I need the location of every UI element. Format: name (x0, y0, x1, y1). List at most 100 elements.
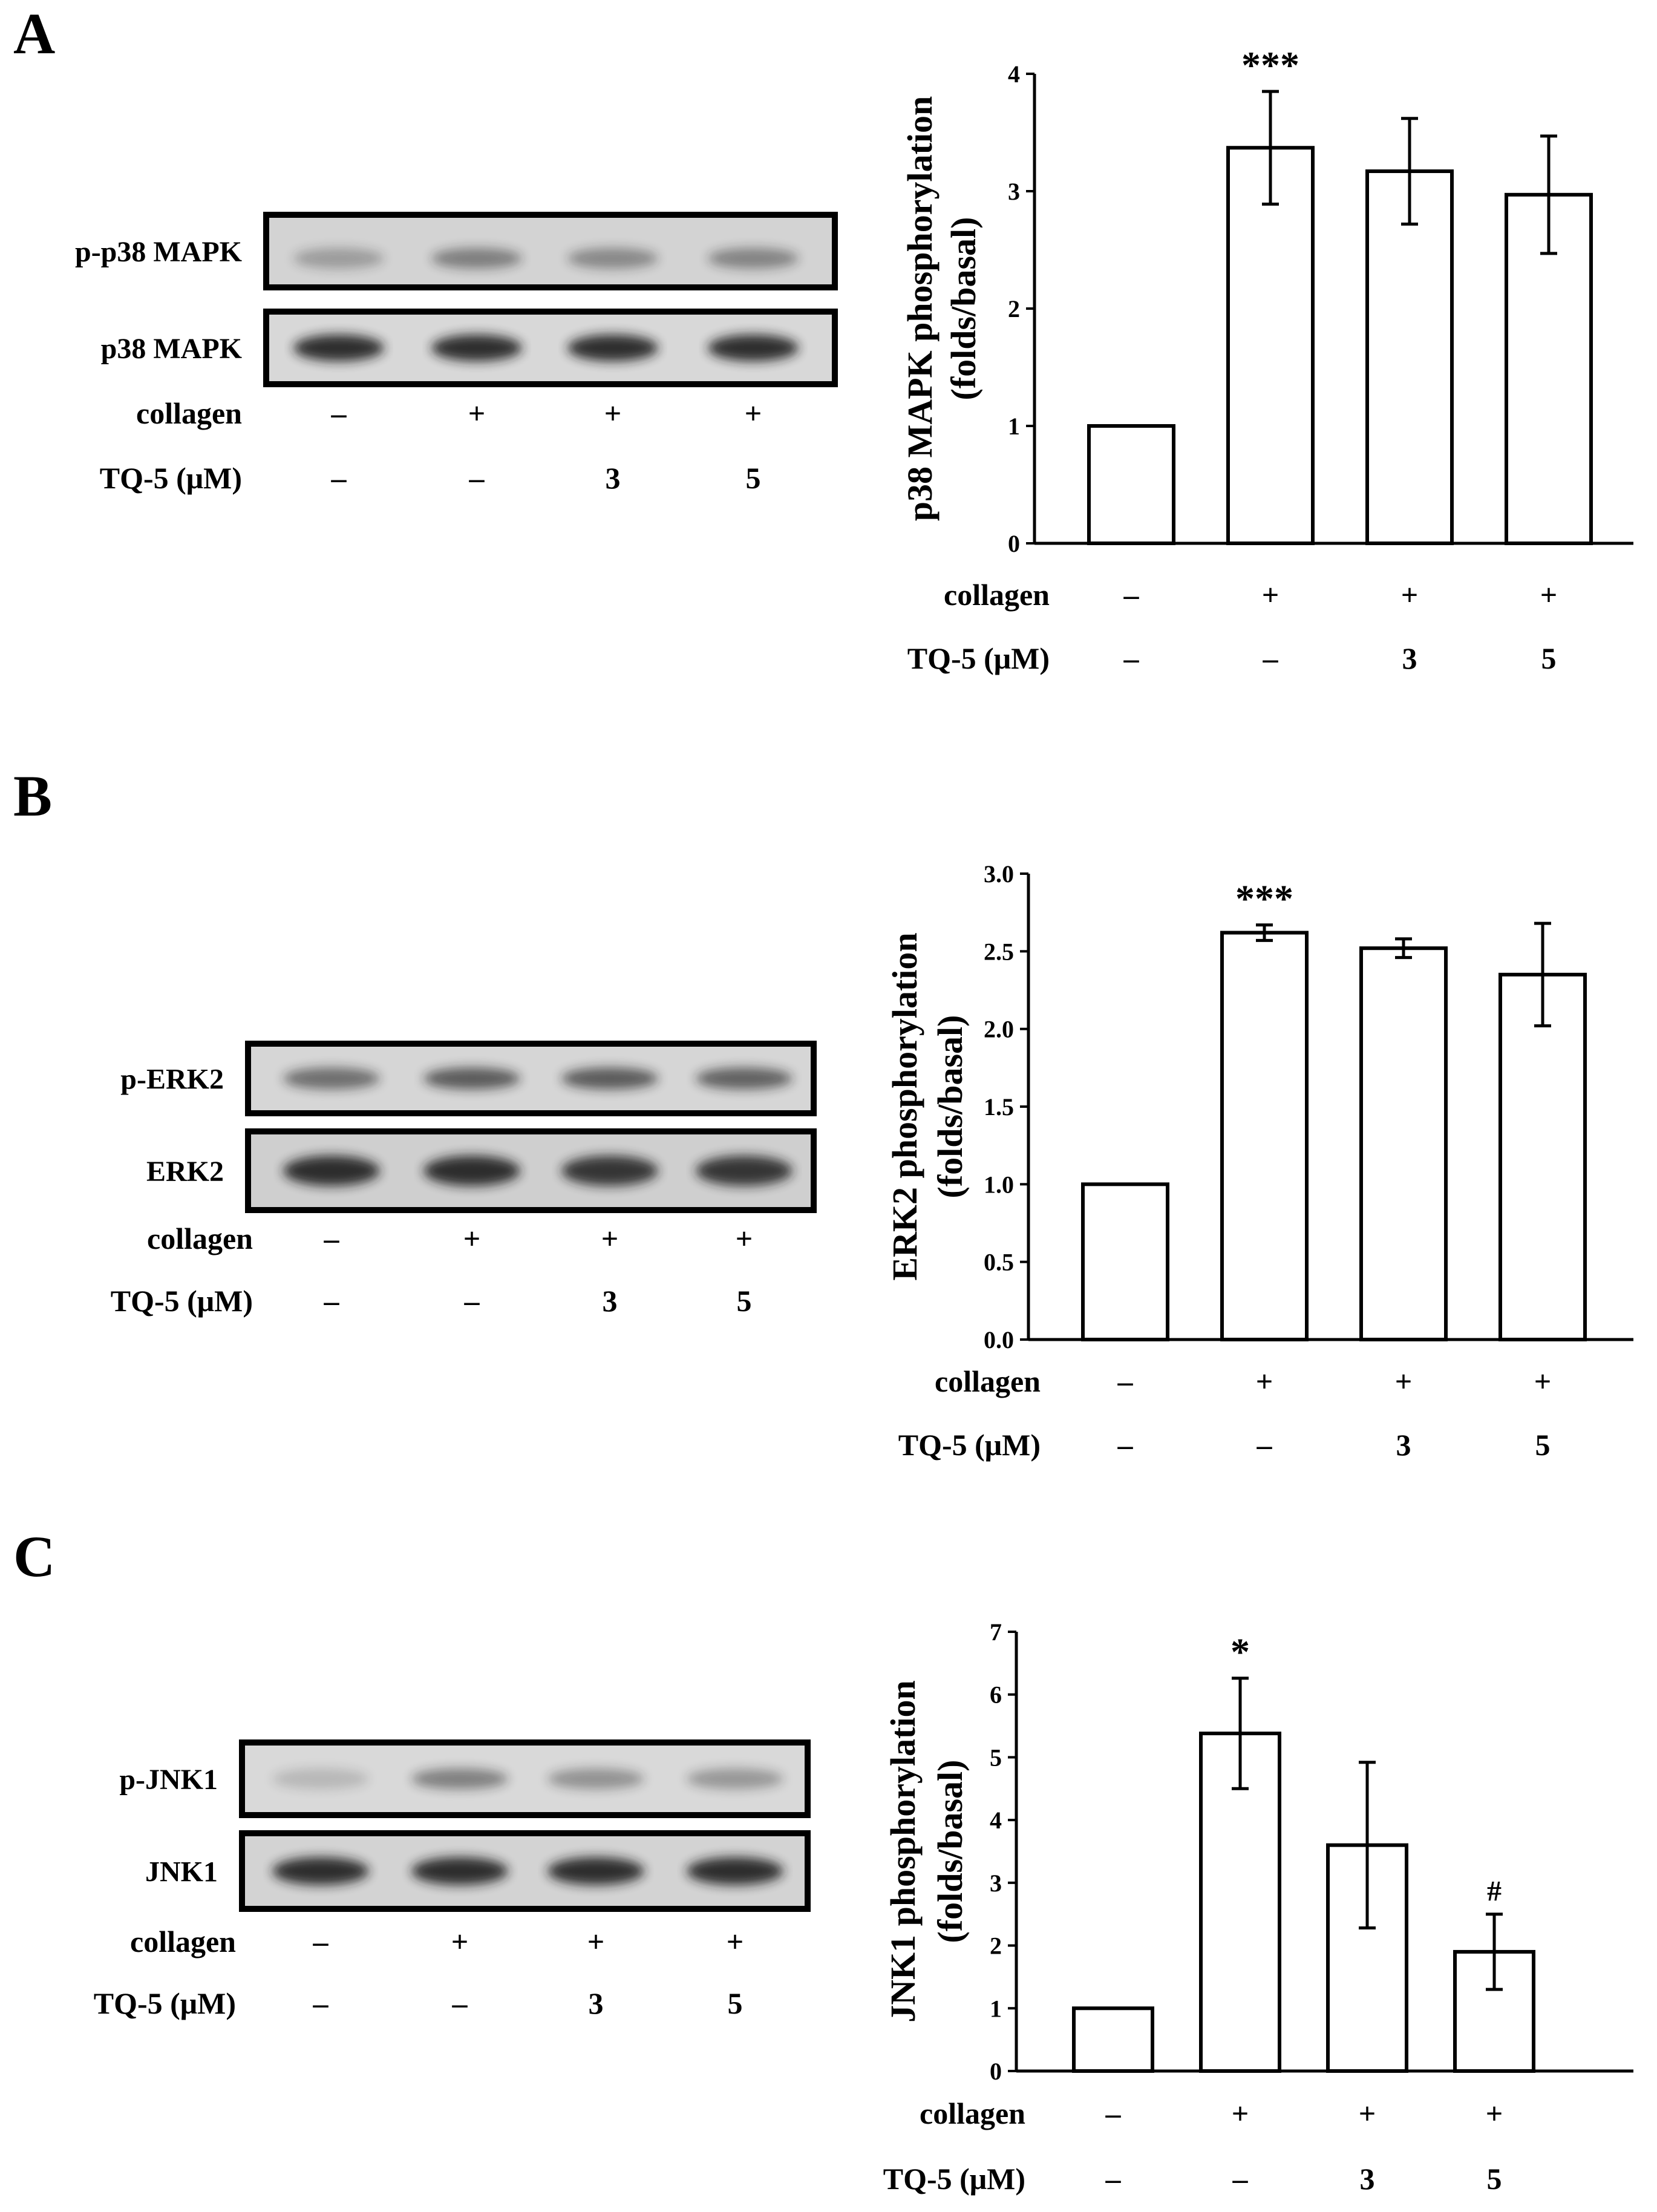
y-tick-label: 3 (1008, 178, 1020, 205)
condition-value: – (1105, 2162, 1122, 2196)
y-axis-label: JNK1 phosphorylation (883, 1680, 923, 2023)
blot-band (411, 1857, 508, 1885)
condition-value: 3 (1396, 1428, 1411, 1462)
condition-value: + (727, 1925, 744, 1958)
y-tick-label: 1 (1008, 413, 1020, 440)
error-bar (1540, 134, 1557, 255)
condition-value: – (1123, 578, 1140, 612)
blot-row: p-p38 MAPK (75, 212, 838, 290)
y-tick-label: 2.5 (984, 938, 1014, 965)
y-axis-label: p38 MAPK phosphorylation (900, 96, 940, 522)
blot-row-label: p-p38 MAPK (75, 236, 242, 268)
condition-value: + (601, 1222, 619, 1255)
western-blot: p-p38 MAPK p38 MAPK collagen – + + + TQ-5 (μM) –… (75, 212, 838, 495)
bar (1081, 1182, 1169, 1342)
bar (1087, 424, 1175, 545)
condition-value: – (464, 1284, 480, 1318)
condition-label: collagen (920, 2096, 1025, 2130)
y-tick-label: 2.0 (984, 1016, 1014, 1043)
condition-value: + (1534, 1364, 1552, 1398)
blot-band (272, 1769, 369, 1789)
western-blot: p-ERK2 ERK2 collagen – + + + TQ-5 (μM) – – 3 5 (111, 1041, 817, 1318)
y-tick-label: 3.0 (984, 860, 1014, 888)
panel-c: Cp-JNK1 JNK1 collagen – + + + TQ-5 (μM) – – 3 5 0 1 2 3… (13, 1524, 1633, 2196)
condition-label: collagen (130, 1925, 236, 1958)
y-tick-label: 1.5 (984, 1093, 1014, 1121)
y-tick-label: 7 (990, 1618, 1002, 1646)
blot-band (283, 1156, 380, 1186)
blot-row: JNK1 (145, 1830, 811, 1912)
bar-chart: 0 1 2 3 4 5 6 7 JNK1 phosphorylation (folds/basal… (883, 1618, 1633, 2196)
blot-row-label: JNK1 (145, 1856, 218, 1888)
condition-value: – (313, 1986, 329, 2020)
condition-label: collagen (136, 396, 242, 430)
condition-value: – (324, 1284, 340, 1318)
condition-value: + (1256, 1364, 1273, 1398)
y-tick-label: 1 (990, 1995, 1002, 2022)
y-tick-label: 0 (990, 2058, 1002, 2085)
condition-value: – (1232, 2162, 1249, 2196)
bar (1226, 146, 1315, 546)
blot-band (547, 1857, 644, 1885)
condition-value: 3 (603, 1284, 618, 1318)
y-tick-label: 4 (1008, 61, 1020, 88)
condition-value: – (469, 461, 485, 495)
blot-band (423, 1156, 520, 1186)
error-bar (1486, 1913, 1503, 1991)
blot-band (567, 335, 658, 361)
blot-band (687, 1769, 783, 1789)
y-axis-label: (folds/basal) (930, 1760, 970, 1943)
significance-mark: * (1230, 1631, 1250, 1674)
condition-value: 5 (728, 1986, 743, 2020)
condition-value: 5 (1487, 2162, 1502, 2196)
condition-value: + (463, 1222, 481, 1255)
condition-value: + (604, 396, 622, 430)
blot-band (547, 1769, 644, 1789)
blot-band (708, 248, 799, 269)
error-bar (1232, 1677, 1249, 1790)
blot-band (431, 335, 522, 361)
error-bar (1534, 921, 1551, 1028)
western-blot: p-JNK1 JNK1 collagen – + + + TQ-5 (μM) – – 3 5 (94, 1739, 811, 2020)
blot-row-label: ERK2 (146, 1156, 224, 1188)
condition-value: + (736, 1222, 753, 1255)
condition-value: – (1117, 1364, 1134, 1398)
significance-mark: *** (1241, 44, 1299, 87)
condition-value: + (587, 1925, 605, 1958)
condition-value: + (1395, 1364, 1413, 1398)
condition-value: – (1117, 1428, 1134, 1462)
condition-value: 5 (1541, 641, 1557, 675)
condition-value: + (1262, 578, 1280, 612)
y-tick-label: 0 (1008, 530, 1020, 557)
blot-band (561, 1067, 658, 1090)
blot-band (567, 248, 658, 269)
bar-chart: 0.0 0.5 1.0 1.5 2.0 2.5 3.0 ERK2 phosphorylatio… (885, 860, 1633, 1462)
y-tick-label: 1.0 (984, 1171, 1014, 1198)
condition-value: – (331, 396, 347, 430)
condition-value: + (745, 396, 762, 430)
panel-letter: C (13, 1524, 55, 1589)
blot-row-label: p-ERK2 (120, 1064, 224, 1096)
error-bar (1395, 937, 1412, 960)
y-tick-label: 4 (990, 1807, 1002, 1834)
y-tick-label: 2 (990, 1932, 1002, 1960)
condition-label: collagen (935, 1364, 1041, 1398)
blot-band (411, 1769, 508, 1789)
error-bar (1401, 117, 1418, 226)
condition-label: TQ-5 (μM) (94, 1986, 236, 2020)
y-tick-label: 6 (990, 1681, 1002, 1709)
blot-row: p38 MAPK (101, 309, 838, 387)
blot-row: ERK2 (146, 1128, 817, 1213)
blot-band (696, 1156, 793, 1186)
condition-label: collagen (944, 578, 1050, 612)
panel-a: Ap-p38 MAPK p38 MAPK collagen – + + + TQ-5 (μM)… (13, 1, 1633, 675)
blot-band (708, 335, 799, 361)
blot-band (293, 248, 384, 269)
condition-value: 5 (737, 1284, 752, 1318)
condition-label: TQ-5 (μM) (883, 2162, 1025, 2196)
condition-value: 5 (1535, 1428, 1551, 1462)
error-bar (1262, 90, 1279, 206)
blot-row: p-JNK1 (119, 1739, 811, 1818)
